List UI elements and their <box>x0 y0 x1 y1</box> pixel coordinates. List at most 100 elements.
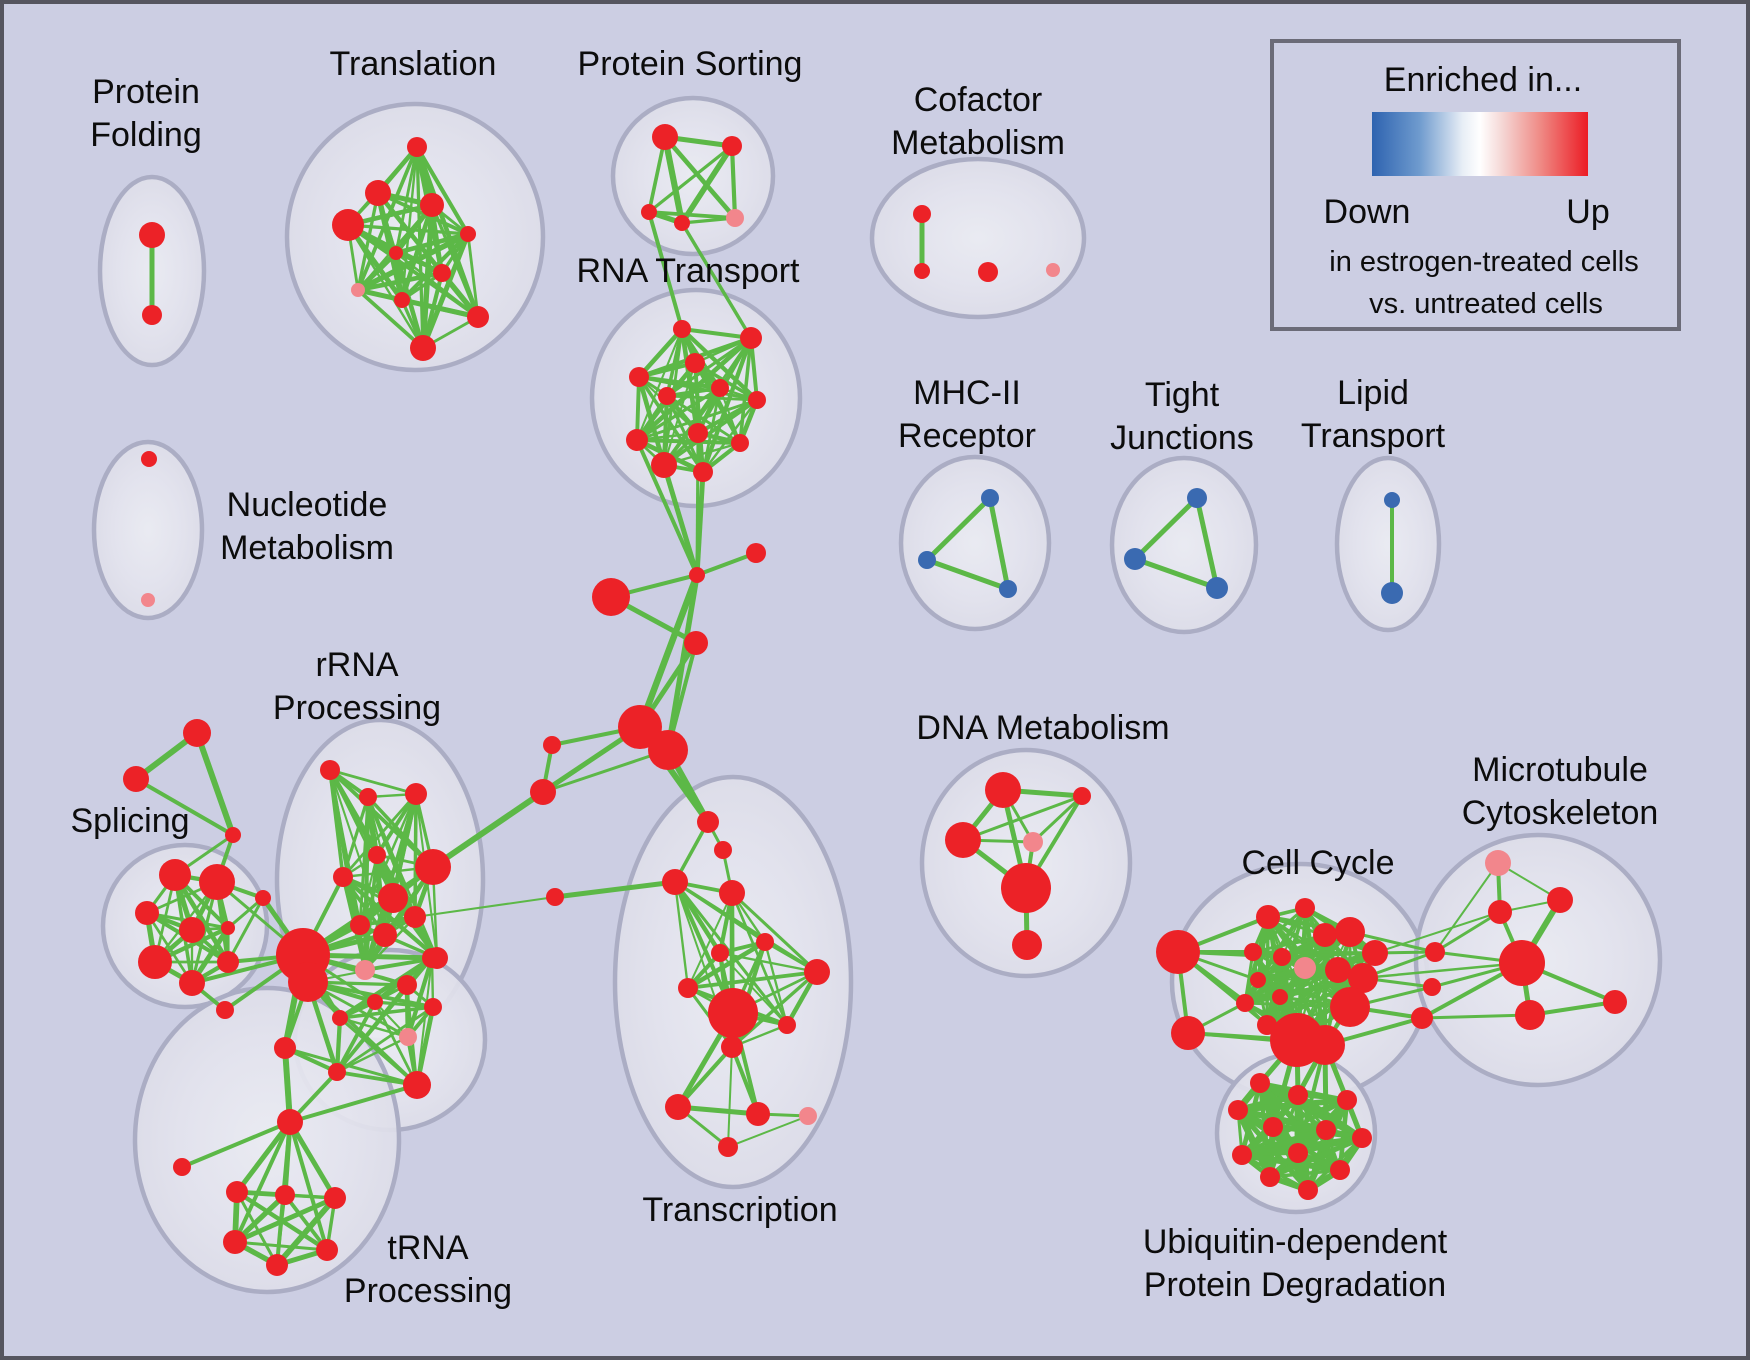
node-cell-cycle-10[interactable] <box>1272 989 1288 1005</box>
node-rna-transport-5[interactable] <box>711 379 729 397</box>
node-rna-transport-3[interactable] <box>629 367 649 387</box>
node-rrna-processing-4[interactable] <box>333 867 353 887</box>
node-ubiquitin-degradation-11[interactable] <box>1298 1180 1318 1200</box>
node-rrna-processing-8[interactable] <box>373 923 397 947</box>
node-trna-processing-4[interactable] <box>324 1187 346 1209</box>
node-translation-1[interactable] <box>365 180 391 206</box>
node-rna-transport-7[interactable] <box>688 423 708 443</box>
node-translation-3[interactable] <box>420 193 444 217</box>
node-transcription-4[interactable] <box>756 933 774 951</box>
node-dna-metabolism-5[interactable] <box>1012 930 1042 960</box>
node-cell-cycle-2[interactable] <box>1313 923 1337 947</box>
node-connectors-7[interactable] <box>746 543 766 563</box>
node-cofactor-metabolism-2[interactable] <box>978 262 998 282</box>
node-cell-cycle-1[interactable] <box>1295 898 1315 918</box>
node-connectors-9[interactable] <box>648 730 688 770</box>
node-translation-4[interactable] <box>460 226 476 242</box>
node-rrna-processing-3[interactable] <box>368 846 386 864</box>
node-rrna-processing-16[interactable] <box>397 975 417 995</box>
node-dna-metabolism-0[interactable] <box>985 772 1021 808</box>
node-cell-cycle-7[interactable] <box>1325 957 1351 983</box>
node-translation-7[interactable] <box>351 283 365 297</box>
node-cofactor-metabolism-3[interactable] <box>1046 263 1060 277</box>
node-rrna-processing-13[interactable] <box>288 962 328 1002</box>
node-dna-metabolism-4[interactable] <box>1001 863 1051 913</box>
node-dna-metabolism-1[interactable] <box>1073 787 1091 805</box>
node-trna-processing-3[interactable] <box>275 1185 295 1205</box>
node-rna-transport-6[interactable] <box>748 391 766 409</box>
node-splicing-3[interactable] <box>179 917 205 943</box>
node-ubiquitin-degradation-6[interactable] <box>1352 1128 1372 1148</box>
node-cell-cycle-16[interactable] <box>1305 1025 1345 1065</box>
node-rrna-processing-11[interactable] <box>355 960 375 980</box>
node-connectors-11[interactable] <box>1156 930 1200 974</box>
node-connectors-13[interactable] <box>1425 942 1445 962</box>
node-ubiquitin-degradation-7[interactable] <box>1232 1145 1252 1165</box>
node-translation-6[interactable] <box>433 264 451 282</box>
node-ubiquitin-degradation-5[interactable] <box>1316 1120 1336 1140</box>
node-ubiquitin-degradation-9[interactable] <box>1330 1160 1350 1180</box>
node-rna-transport-2[interactable] <box>685 353 705 373</box>
node-rna-transport-8[interactable] <box>626 429 648 451</box>
node-trna-processing-2[interactable] <box>226 1181 248 1203</box>
node-protein-sorting-0[interactable] <box>652 124 678 150</box>
node-translation-0[interactable] <box>407 137 427 157</box>
node-splicing-0[interactable] <box>159 859 191 891</box>
node-rrna-processing-17[interactable] <box>422 948 442 968</box>
node-transcription-7[interactable] <box>678 978 698 998</box>
node-connectors-5[interactable] <box>592 578 630 616</box>
node-cell-cycle-8[interactable] <box>1362 940 1388 966</box>
node-rrna-processing-1[interactable] <box>359 788 377 806</box>
node-rrna-processing-22[interactable] <box>274 1037 296 1059</box>
node-microtubule-cytoskeleton-0[interactable] <box>1485 850 1511 876</box>
node-cofactor-metabolism-1[interactable] <box>914 263 930 279</box>
node-connectors-2[interactable] <box>216 1001 234 1019</box>
node-rrna-processing-6[interactable] <box>404 906 426 928</box>
node-lipid-transport-0[interactable] <box>1384 492 1400 508</box>
node-transcription-10[interactable] <box>721 1036 743 1058</box>
node-cell-cycle-6[interactable] <box>1294 957 1316 979</box>
node-tight-junctions-2[interactable] <box>1206 577 1228 599</box>
node-rrna-processing-7[interactable] <box>350 915 370 935</box>
node-translation-2[interactable] <box>332 209 364 241</box>
node-transcription-5[interactable] <box>711 944 729 962</box>
node-tight-junctions-1[interactable] <box>1124 548 1146 570</box>
node-ubiquitin-degradation-3[interactable] <box>1228 1100 1248 1120</box>
node-splicing-4[interactable] <box>221 921 235 935</box>
node-trna-processing-7[interactable] <box>266 1254 288 1276</box>
node-translation-8[interactable] <box>394 292 410 308</box>
node-cell-cycle-11[interactable] <box>1236 994 1254 1012</box>
node-splicing-7[interactable] <box>179 970 205 996</box>
node-ubiquitin-degradation-8[interactable] <box>1288 1143 1308 1163</box>
node-connectors-4[interactable] <box>530 779 556 805</box>
node-rna-transport-9[interactable] <box>731 434 749 452</box>
node-connectors-16[interactable] <box>684 631 708 655</box>
node-splicing-6[interactable] <box>217 951 239 973</box>
node-cell-cycle-0[interactable] <box>1256 905 1280 929</box>
node-protein-sorting-1[interactable] <box>722 136 742 156</box>
node-rrna-processing-20[interactable] <box>328 1063 346 1081</box>
node-trna-processing-0[interactable] <box>277 1109 303 1135</box>
node-mhc-ii-receptor-2[interactable] <box>999 580 1017 598</box>
node-cofactor-metabolism-0[interactable] <box>913 205 931 223</box>
node-connectors-15[interactable] <box>1411 1007 1433 1029</box>
node-cell-cycle-3[interactable] <box>1335 917 1365 947</box>
node-tight-junctions-0[interactable] <box>1187 488 1207 508</box>
node-microtubule-cytoskeleton-1[interactable] <box>1488 900 1512 924</box>
node-transcription-14[interactable] <box>718 1137 738 1157</box>
node-cell-cycle-14[interactable] <box>1330 987 1370 1027</box>
node-splicing-9[interactable] <box>255 890 271 906</box>
node-dna-metabolism-3[interactable] <box>1023 832 1043 852</box>
node-lipid-transport-1[interactable] <box>1381 582 1403 604</box>
node-protein-folding-1[interactable] <box>142 305 162 325</box>
node-connectors-0[interactable] <box>183 719 211 747</box>
node-connectors-8[interactable] <box>618 705 662 749</box>
node-protein-sorting-4[interactable] <box>726 209 744 227</box>
node-connectors-12[interactable] <box>1171 1016 1205 1050</box>
node-splicing-8[interactable] <box>225 827 241 843</box>
node-rrna-processing-21[interactable] <box>403 1071 431 1099</box>
node-microtubule-cytoskeleton-2[interactable] <box>1547 887 1573 913</box>
node-rrna-processing-9[interactable] <box>415 849 451 885</box>
node-microtubule-cytoskeleton-4[interactable] <box>1515 1000 1545 1030</box>
node-connectors-1[interactable] <box>123 766 149 792</box>
